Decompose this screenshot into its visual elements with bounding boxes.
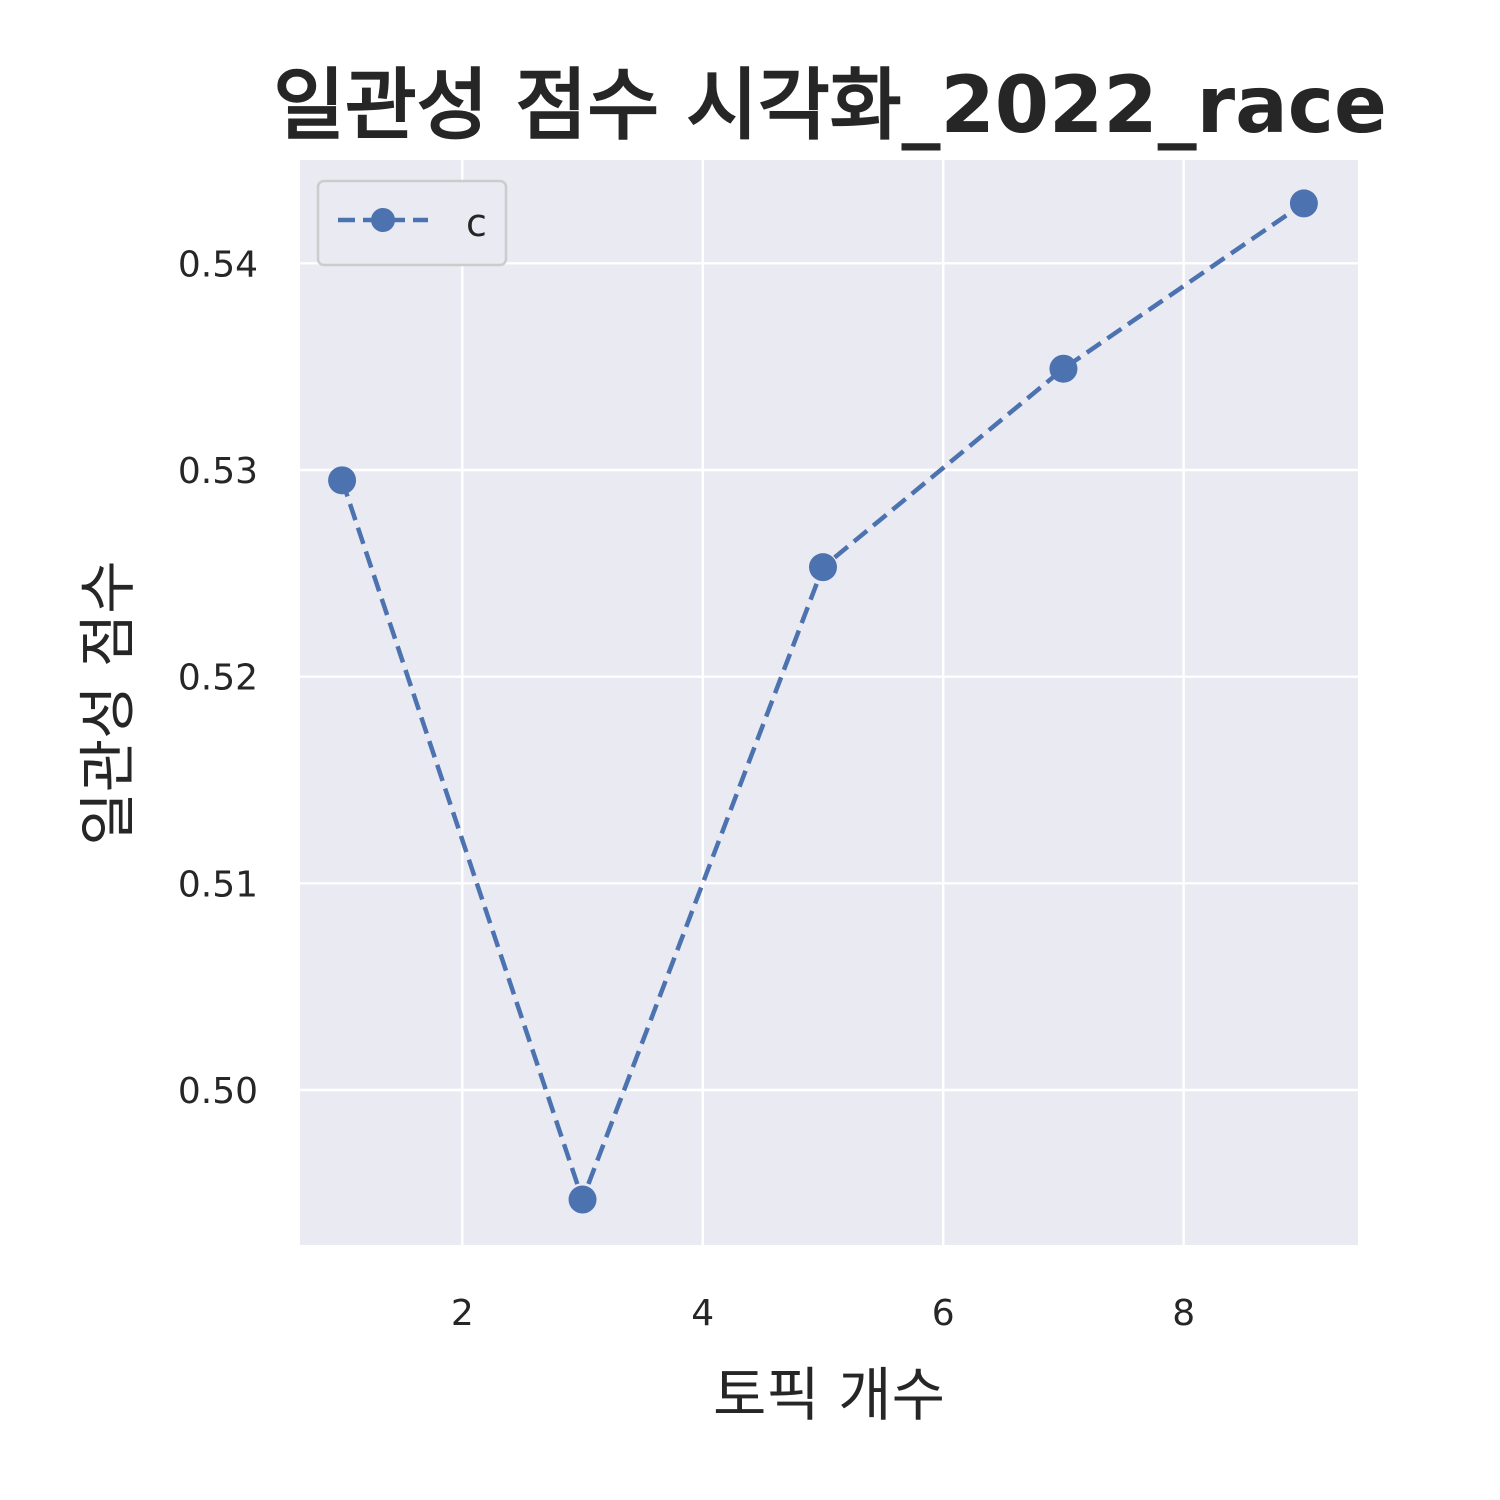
x-axis-label: 토픽 개수 xyxy=(713,1361,945,1429)
x-tick-label: 4 xyxy=(691,1293,714,1334)
grid xyxy=(300,160,1358,1245)
y-tick-label: 0.54 xyxy=(178,244,258,285)
data-point xyxy=(328,466,357,495)
chart-title: 일관성 점수 시각화_2022_race xyxy=(273,61,1387,151)
legend-label: c xyxy=(466,201,487,245)
x-tick-label: 2 xyxy=(451,1293,474,1334)
x-tick-label: 8 xyxy=(1172,1293,1195,1334)
plot-area xyxy=(300,160,1358,1245)
data-point xyxy=(808,553,837,582)
x-tick-label: 6 xyxy=(932,1293,955,1334)
y-tick-label: 0.51 xyxy=(178,864,258,905)
y-tick-label: 0.53 xyxy=(178,451,258,492)
series-c xyxy=(328,189,1318,1214)
legend-box xyxy=(316,179,508,267)
legend: c xyxy=(316,179,508,267)
data-point xyxy=(1289,189,1318,218)
y-tick-label: 0.52 xyxy=(178,658,258,699)
data-point xyxy=(1049,354,1078,383)
y-axis-label: 일관성 점수 xyxy=(74,560,142,845)
legend-marker xyxy=(371,208,395,232)
y-tick-label: 0.50 xyxy=(178,1071,258,1112)
tick-labels: 2 4 6 8 0.50 0.51 0.52 0.53 0.54 xyxy=(178,244,1195,1334)
data-point xyxy=(568,1185,597,1214)
